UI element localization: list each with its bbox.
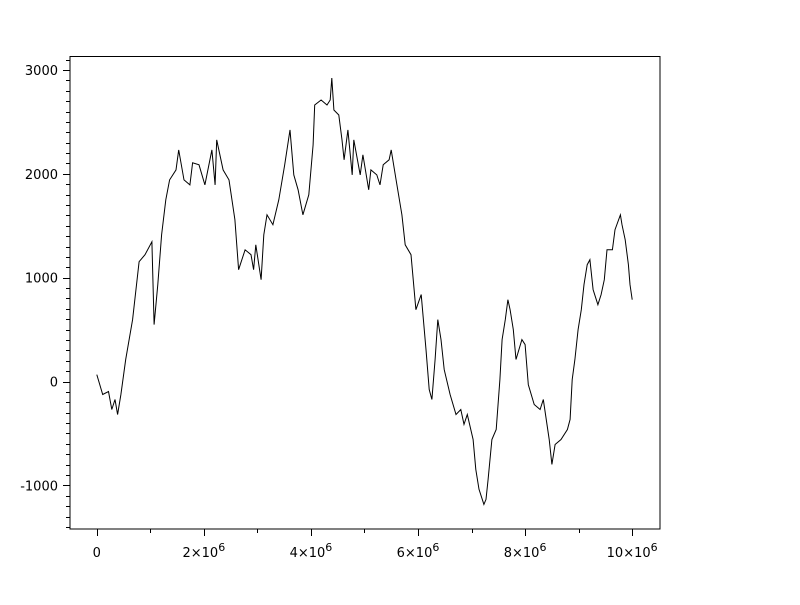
y-tick-label: 3000 (25, 64, 58, 79)
y-tick-label: 2000 (25, 168, 58, 183)
x-tick-label: 10×106 (607, 541, 658, 561)
series-line (96, 77, 633, 506)
x-tick-label: 4×106 (290, 541, 333, 561)
x-tick-label: 8×106 (504, 541, 547, 561)
x-tick-label: 0 (93, 546, 101, 561)
x-tick-label: 6×106 (397, 541, 440, 561)
x-tick-label: 2×106 (182, 541, 225, 561)
tick-labels: -1000 0 1000 2000 3000 0 2×106 4×106 6×106 8×106 1… (20, 64, 657, 561)
y-tick-label: -1000 (20, 479, 58, 494)
axis-ticks (63, 60, 633, 536)
y-tick-label: 1000 (25, 272, 58, 287)
plot-frame (69, 56, 661, 530)
y-tick-label: 0 (50, 376, 58, 391)
